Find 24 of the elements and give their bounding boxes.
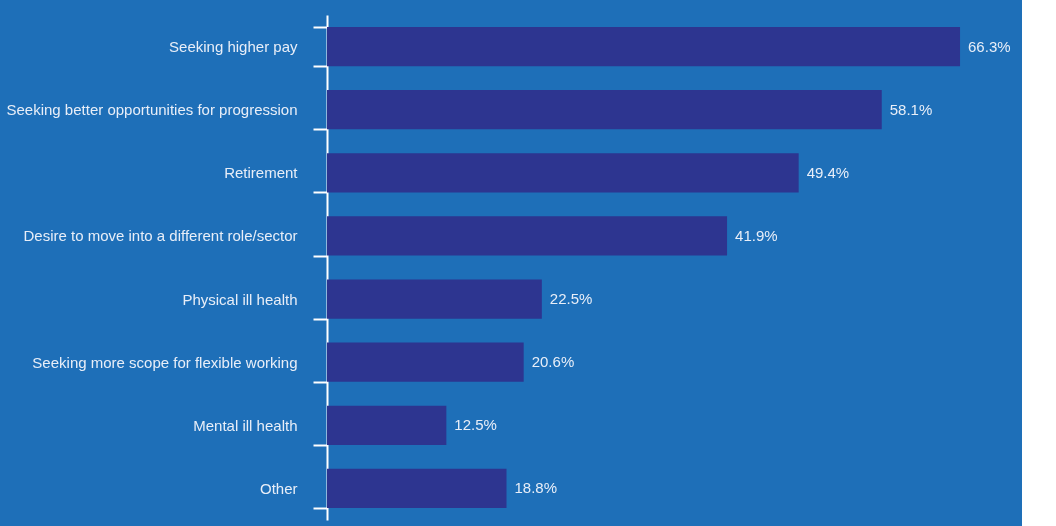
data-label: 18.8%: [514, 479, 558, 497]
data-label: 12.5%: [454, 416, 497, 434]
y-tick-label: Seeking better opportunities for progression: [6, 101, 298, 119]
y-tick-label: Desire to move into a different role/sector: [23, 227, 298, 245]
y-tick-label: Physical ill health: [182, 290, 298, 308]
bar: [327, 90, 882, 130]
bar: [327, 279, 542, 319]
y-tick-label: Seeking higher pay: [169, 38, 298, 56]
y-tick-label: Seeking more scope for flexible working: [32, 353, 298, 371]
data-label: 49.4%: [806, 163, 850, 181]
bar: [327, 342, 524, 382]
data-label: 41.9%: [735, 226, 778, 244]
bar: [327, 26, 961, 67]
bar: [327, 405, 447, 445]
data-label: 58.1%: [889, 100, 933, 118]
bar: [327, 468, 507, 509]
y-tick-label: Other: [259, 479, 298, 497]
data-label: 20.6%: [531, 353, 575, 371]
y-tick-label: Retirement: [224, 164, 299, 182]
bar: [327, 153, 799, 193]
bar: [327, 216, 728, 256]
data-label: 66.3%: [968, 37, 1011, 55]
data-label: 22.5%: [549, 290, 593, 308]
y-tick-label: Mental ill health: [193, 416, 298, 434]
